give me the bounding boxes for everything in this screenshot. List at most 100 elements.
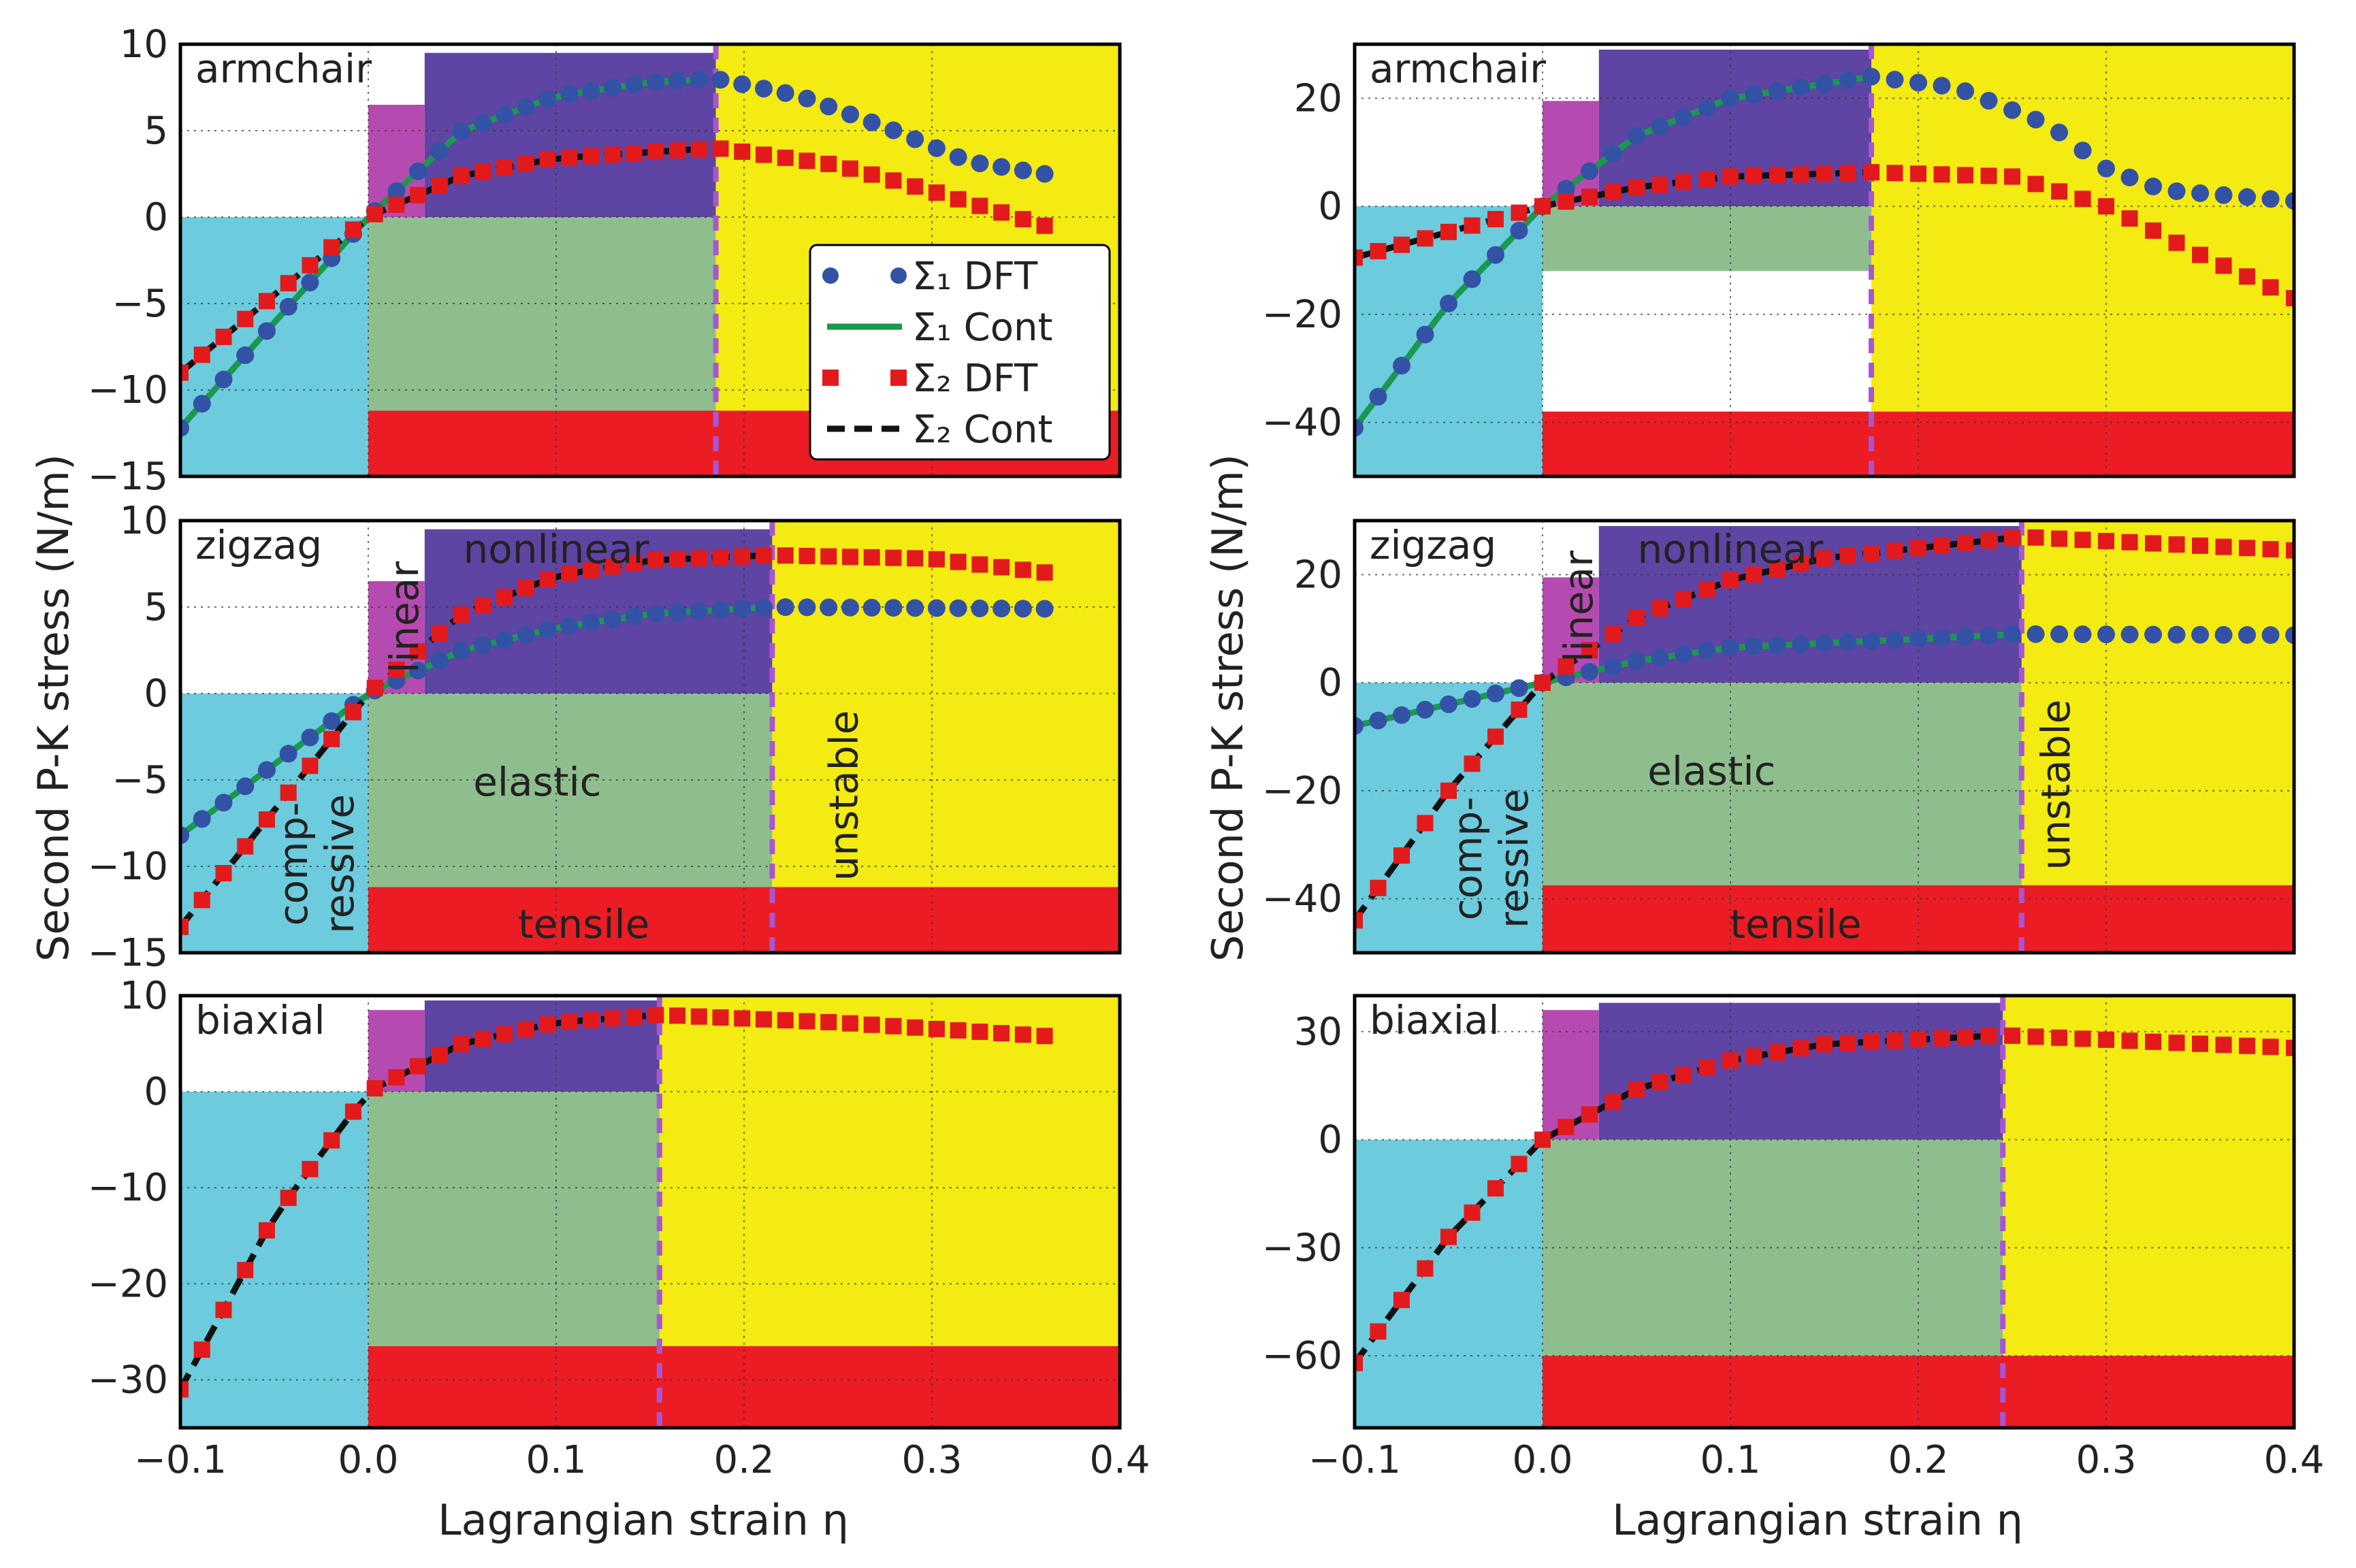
sigma1-dft-point: [949, 599, 967, 617]
sigma2-dft-point: [496, 1026, 513, 1043]
sigma2-dft-point: [1839, 547, 1856, 564]
sigma1-dft-point: [625, 607, 643, 625]
y-tick-label: 20: [1294, 76, 1342, 120]
sigma2-dft-point: [193, 1341, 210, 1358]
unstable-label: unstable: [821, 710, 867, 881]
unstable-region: [772, 521, 1120, 887]
sigma2-dft-point: [193, 892, 210, 909]
sigma2-dft-point: [1628, 1081, 1645, 1098]
sigma2-dft-point: [1393, 236, 1410, 253]
sigma2-dft-point: [1604, 184, 1621, 201]
sigma1-dft-point: [1581, 162, 1598, 180]
sigma1-dft-point: [2167, 625, 2186, 644]
sigma1-dft-point: [496, 106, 514, 125]
sigma2-dft-point: [950, 553, 967, 570]
y-tick-label: −20: [88, 1262, 168, 1306]
sigma2-dft-point: [1863, 545, 1879, 562]
sigma2-dft-point: [734, 548, 751, 565]
sigma1-dft-point: [1014, 161, 1032, 180]
sigma2-dft-point: [1839, 1034, 1856, 1051]
plot-area: [180, 996, 1120, 1428]
sigma2-dft-point: [950, 1022, 967, 1039]
sigma2-dft-point: [2239, 540, 2255, 557]
y-tick-label: 0: [1318, 1118, 1342, 1162]
elastic-region: [1543, 1139, 2003, 1356]
sigma2-dft-point: [2168, 1034, 2185, 1051]
sigma2-dft-point: [604, 1010, 621, 1027]
sigma2-dft-point: [1628, 179, 1645, 196]
sigma2-dft-point: [647, 1007, 664, 1024]
y-tick-label: 0: [144, 1070, 168, 1114]
sigma2-dft-point: [2004, 168, 2020, 185]
sigma1-dft-point: [2097, 625, 2115, 644]
sigma1-dft-point: [1933, 629, 1951, 647]
sigma2-dft-point: [2051, 1029, 2067, 1046]
sigma2-dft-point: [755, 547, 772, 564]
sigma2-dft-point: [496, 589, 513, 606]
sigma2-dft-point: [1355, 249, 1363, 266]
sigma1-dft-point: [2144, 178, 2162, 196]
elastic-label: elastic: [473, 759, 601, 805]
sigma2-dft-point: [215, 1301, 232, 1318]
y-tick-label: 0: [144, 195, 168, 240]
sigma2-dft-point: [1651, 1074, 1668, 1090]
sigma2-dft-point: [928, 1020, 945, 1037]
sigma1-dft-point: [884, 599, 903, 617]
sigma2-dft-point: [1745, 566, 1762, 583]
sigma2-dft-point: [2215, 257, 2232, 274]
sigma2-dft-point: [302, 1160, 319, 1177]
sigma2-dft-point: [820, 155, 837, 172]
legend-marker: [822, 370, 839, 386]
sigma2-dft-point: [539, 1016, 556, 1033]
panel-right-top: 20 0 −20 −40 armchair: [1262, 42, 2296, 478]
sigma1-dft-point: [1956, 627, 1974, 646]
sigma2-dft-point: [366, 206, 383, 223]
sigma2-dft-point: [971, 197, 988, 214]
sigma2-dft-point: [561, 566, 578, 583]
x-tick-label: 0.4: [2263, 1438, 2324, 1482]
sigma1-dft-point: [754, 80, 773, 98]
sigma2-dft-point: [474, 163, 491, 180]
y-tick-label: −40: [1262, 877, 1342, 921]
sigma2-dft-point: [1816, 165, 1833, 182]
sigma2-dft-point: [2121, 1032, 2138, 1049]
sigma2-dft-point: [410, 1058, 427, 1075]
sigma2-dft-point: [431, 177, 448, 194]
sigma2-dft-point: [690, 141, 707, 158]
unstable-region: [2003, 996, 2294, 1356]
sigma2-dft-point: [539, 571, 556, 588]
legend-box: [809, 244, 1111, 461]
y-tick-label: −5: [112, 758, 168, 802]
sigma1-dft-point: [496, 631, 514, 649]
nonlinear-label: nonlinear: [463, 526, 649, 572]
sigma1-dft-point: [1816, 634, 1833, 653]
sigma2-dft-point: [1014, 1026, 1031, 1043]
sigma2-dft-point: [1464, 755, 1481, 772]
panel-left-middle: 10 5 0 −5 −10 −15 zigzag linear nonlinear elastic…: [88, 499, 1122, 975]
sigma1-dft-point: [971, 599, 989, 617]
sigma1-dft-point: [2285, 192, 2294, 210]
sigma2-dft-point: [1933, 166, 1950, 183]
sigma1-dft-point: [949, 148, 967, 166]
sigma2-dft-point: [517, 1021, 534, 1038]
sigma1-dft-point: [1416, 325, 1434, 344]
sigma1-dft-point: [1980, 91, 1998, 110]
sigma1-dft-point: [301, 274, 319, 292]
sigma1-dft-point: [582, 82, 600, 100]
sigma1-dft-point: [2073, 142, 2092, 160]
sigma1-dft-point: [2214, 186, 2233, 204]
sigma2-dft-point: [410, 643, 427, 660]
sigma1-dft-point: [1487, 685, 1504, 702]
sigma1-dft-point: [430, 651, 449, 670]
sigma2-dft-point: [258, 293, 275, 310]
sigma2-dft-point: [993, 1025, 1010, 1042]
sigma2-dft-point: [2262, 1039, 2279, 1056]
sigma1-dft-point: [711, 71, 730, 89]
sigma2-dft-point: [517, 155, 534, 172]
y-axis-label-left: Second P-K stress (N/m): [29, 454, 78, 962]
sigma2-dft-point: [2098, 198, 2114, 215]
sigma1-dft-point: [798, 598, 816, 617]
sigma2-dft-point: [258, 811, 275, 828]
sigma2-dft-point: [2192, 246, 2208, 263]
sigma2-dft-point: [863, 166, 880, 183]
